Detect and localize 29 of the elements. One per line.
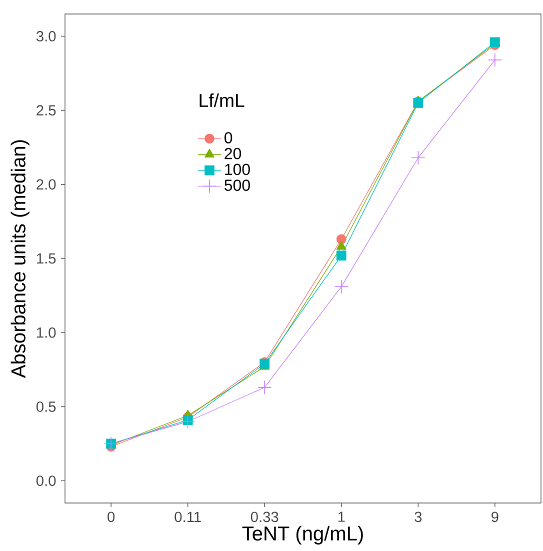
- y-tick-label: 3.0: [36, 31, 56, 42]
- x-tick-label: 0.11: [174, 512, 201, 522]
- y-tick-label: 0.5: [36, 402, 56, 412]
- point: [336, 250, 346, 260]
- x-tick-label: 9: [492, 512, 498, 522]
- point: [258, 380, 272, 394]
- point: [336, 234, 346, 244]
- x-tick-label: 1: [338, 512, 345, 522]
- x-tick-label: 3: [414, 512, 422, 522]
- point: [411, 150, 426, 165]
- legend-title: Lf/mL: [200, 93, 244, 108]
- point: [180, 414, 195, 429]
- y-tick-label: 1.5: [37, 253, 56, 264]
- legend-label: 20: [224, 148, 242, 160]
- point: [336, 240, 346, 250]
- legend-label: 0: [224, 132, 232, 144]
- legend-label: 500: [224, 180, 250, 191]
- point: [488, 52, 502, 68]
- x-tick-label: 0.33: [250, 512, 278, 522]
- y-tick-label: 1.0: [37, 327, 56, 338]
- y-tick-label: 0.0: [36, 476, 56, 486]
- point: [334, 280, 348, 294]
- x-tick-label: 0: [108, 512, 115, 522]
- y-tick-label: 2.0: [36, 179, 56, 190]
- y-tick-label: 2.5: [36, 105, 56, 116]
- y-axis-title: Absorbance units (median): [10, 140, 30, 378]
- point: [104, 436, 118, 451]
- x-axis-title: TeNT (ng/mL): [242, 526, 363, 545]
- legend-label: 100: [225, 164, 250, 176]
